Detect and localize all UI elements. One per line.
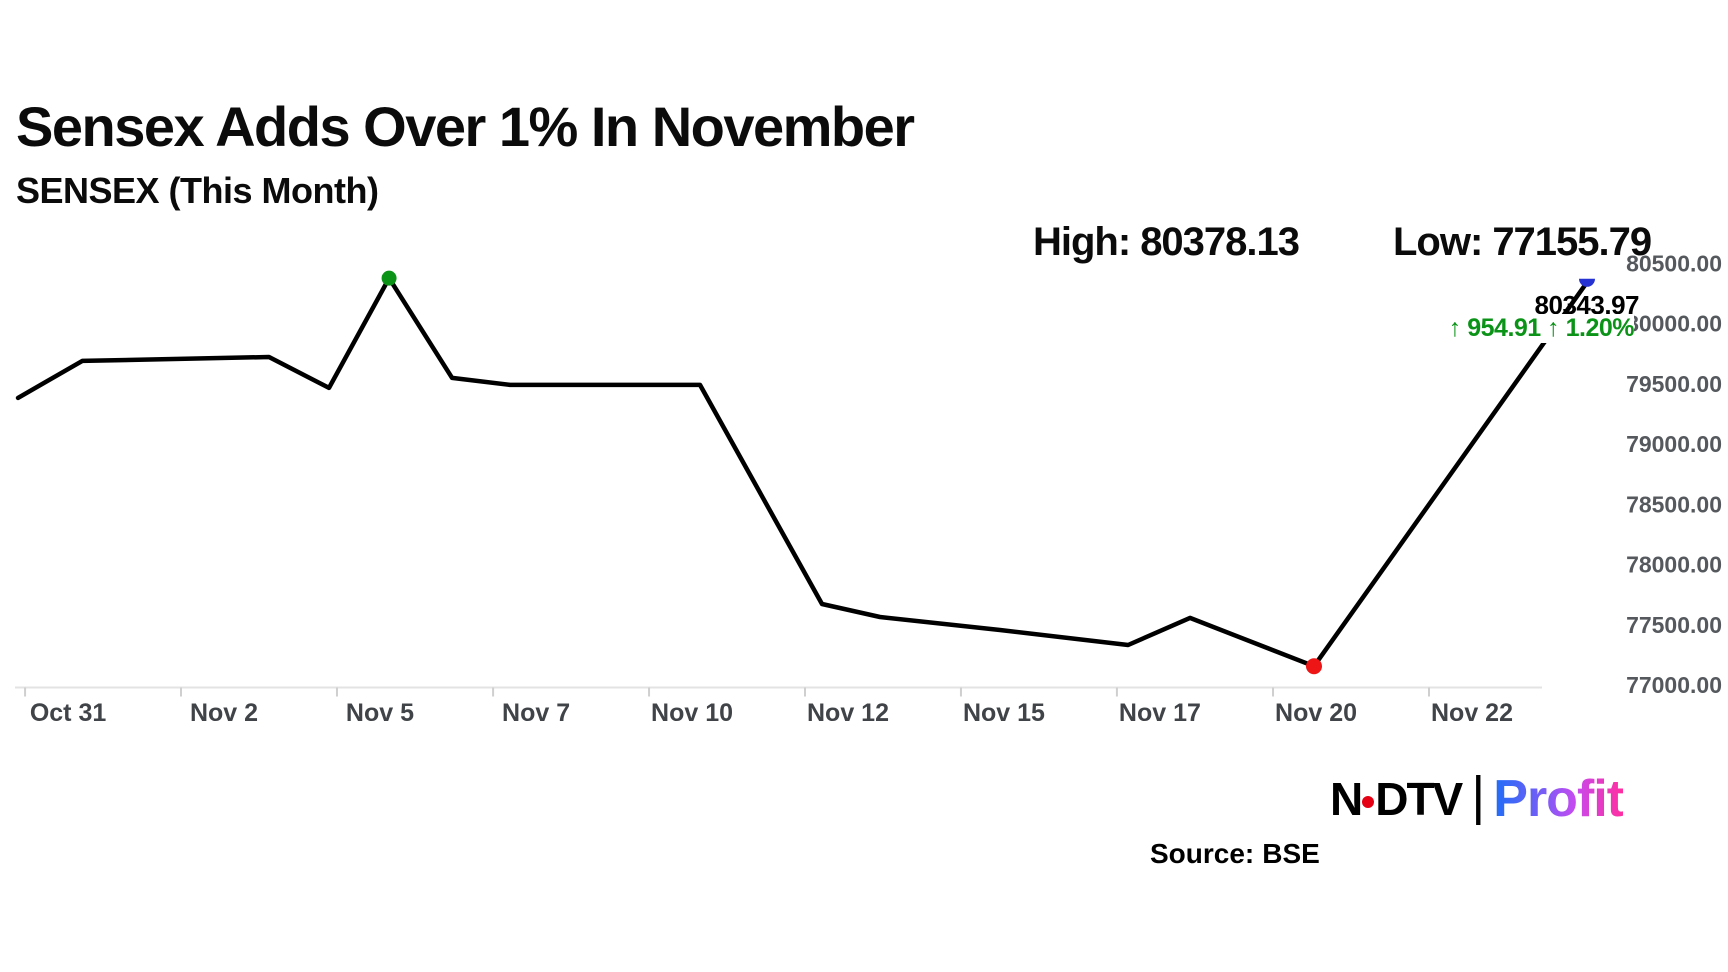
x-tick-label: Oct 31 <box>30 699 107 727</box>
ndtv-red-dot-icon <box>1362 796 1375 808</box>
y-tick-label: 78500.00 <box>1626 491 1722 517</box>
x-tick-label: Nov 2 <box>190 699 258 727</box>
y-tick-label: 77000.00 <box>1626 672 1722 698</box>
x-tick-label: Nov 17 <box>1119 699 1201 727</box>
ndtv-wordmark-n: N <box>1330 773 1363 825</box>
high-stat: High: 80378.13 <box>1033 220 1300 265</box>
source-label: Source: <box>1150 838 1255 869</box>
logo-separator: | <box>1471 766 1486 826</box>
ndtv-profit-logo: N DTV | Profit <box>1330 766 1624 830</box>
high-stat-label: High: <box>1033 220 1131 264</box>
x-tick-label: Nov 5 <box>346 699 414 727</box>
profit-wordmark: Profit <box>1493 770 1624 828</box>
y-tick-label: 78000.00 <box>1626 552 1722 578</box>
low-stat-label: Low: <box>1393 220 1483 264</box>
last-marker <box>1579 278 1595 287</box>
low-stat: Low: 77155.79 <box>1393 220 1652 265</box>
y-tick-label: 77500.00 <box>1626 612 1722 638</box>
change-label: ↑ 954.91 ↑ 1.20% <box>1438 314 1635 343</box>
x-tick-label: Nov 20 <box>1275 699 1357 727</box>
y-tick-label: 80500.00 <box>1626 251 1722 277</box>
chart-subtitle: SENSEX (This Month) <box>16 170 379 211</box>
price-line <box>15 275 1590 669</box>
ndtv-wordmark: N DTV <box>1330 772 1463 826</box>
ndtv-wordmark-dtv: DTV <box>1375 773 1463 825</box>
y-tick-label: 80000.00 <box>1626 311 1722 337</box>
y-tick-label: 79500.00 <box>1626 371 1722 397</box>
page-title: Sensex Adds Over 1% In November <box>16 95 915 158</box>
x-tick-label: Nov 22 <box>1431 699 1513 727</box>
high-marker <box>381 270 397 286</box>
x-tick-label: Nov 12 <box>807 699 889 727</box>
high-stat-value: 80378.13 <box>1140 220 1300 264</box>
low-stat-value: 77155.79 <box>1492 220 1652 264</box>
y-tick-label: 79000.00 <box>1626 431 1722 457</box>
x-tick-label: Nov 10 <box>651 699 733 727</box>
x-tick-label: Nov 7 <box>502 699 570 727</box>
source-note: Source: BSE <box>1150 838 1320 870</box>
low-marker <box>1305 658 1322 675</box>
x-tick-label: Nov 15 <box>963 699 1045 727</box>
source-value: BSE <box>1262 838 1320 869</box>
